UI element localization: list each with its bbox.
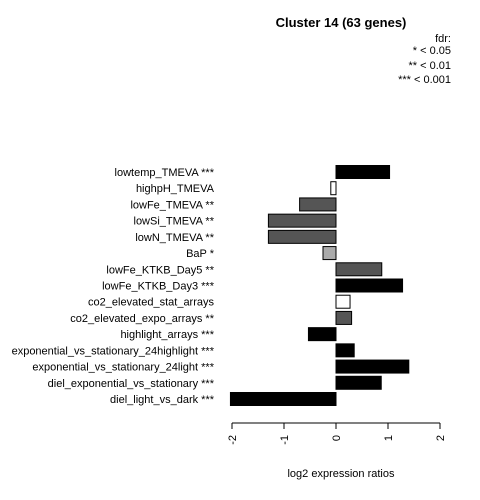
category-labels: lowtemp_TMEVA *** highpH_TMEVA lowFe_TMEVA… xyxy=(12,167,215,406)
bar-10 xyxy=(307,327,337,342)
bar-14 xyxy=(229,392,337,406)
category-label-1: highpH_TMEVA xyxy=(136,183,215,195)
category-label-10: highlight_arrays *** xyxy=(120,329,214,341)
bar-12 xyxy=(335,359,410,374)
category-label-7: lowFe_KTKB_Day3 *** xyxy=(102,281,215,293)
category-label-11: exponential_vs_stationary_24highlight **… xyxy=(12,345,215,357)
x-tick-label-1: -1 xyxy=(279,435,291,445)
bar-8 xyxy=(335,294,351,309)
category-label-8: co2_elevated_stat_arrays xyxy=(88,297,214,309)
legend-title: fdr: xyxy=(435,33,451,45)
category-label-6: lowFe_KTKB_Day5 ** xyxy=(106,264,214,276)
bar-2 xyxy=(299,197,337,212)
category-label-2: lowFe_TMEVA ** xyxy=(130,199,214,211)
bar-13 xyxy=(335,375,382,390)
bar-9 xyxy=(335,310,353,325)
bar-7 xyxy=(335,278,404,293)
category-label-3: lowSi_TMEVA ** xyxy=(134,216,215,228)
legend-entry-fdr-0001: *** < 0.001 xyxy=(398,74,451,86)
category-label-9: co2_elevated_expo_arrays ** xyxy=(70,313,214,325)
x-axis-label: log2 expression ratios xyxy=(287,468,395,480)
bar-3 xyxy=(267,213,337,228)
legend-entry-fdr-001: ** < 0.01 xyxy=(408,60,451,72)
bar-0 xyxy=(335,165,391,179)
category-label-4: lowN_TMEVA ** xyxy=(135,232,214,244)
legend-entry-fdr-005: * < 0.05 xyxy=(413,45,451,57)
x-tick-label-4: 2 xyxy=(435,435,447,441)
category-label-12: exponential_vs_stationary_24light *** xyxy=(32,362,214,374)
bar-6 xyxy=(335,262,383,277)
x-tick-label-0: -2 xyxy=(227,435,239,445)
x-tick-label-2: 0 xyxy=(331,435,343,441)
bars xyxy=(229,165,410,406)
bar-1 xyxy=(330,181,337,196)
category-label-13: diel_exponential_vs_stationary *** xyxy=(48,378,215,390)
bar-11 xyxy=(335,343,355,358)
category-label-0: lowtemp_TMEVA *** xyxy=(115,167,215,179)
x-tick-label-3: 1 xyxy=(383,435,395,441)
category-label-14: diel_light_vs_dark *** xyxy=(110,394,215,406)
x-axis: -2 -1 0 1 2 xyxy=(227,422,447,445)
legend: fdr: * < 0.05 ** < 0.01 *** < 0.001 xyxy=(398,33,451,86)
bar-5 xyxy=(322,246,337,261)
chart-title: Cluster 14 (63 genes) xyxy=(276,15,407,30)
bar-4 xyxy=(267,229,337,244)
category-label-5: BaP * xyxy=(186,248,215,260)
